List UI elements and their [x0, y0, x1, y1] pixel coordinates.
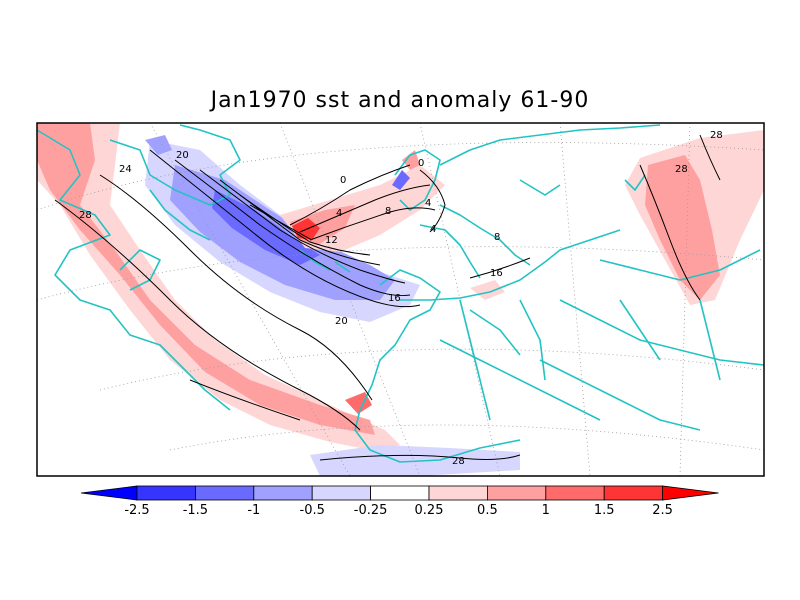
colorbar-tick-label: 1.5 — [594, 503, 615, 518]
colorbar-tick-label: 1 — [542, 503, 550, 518]
colorbar-tick-label: -1 — [247, 503, 260, 518]
contour-label-4-east: 4 — [430, 224, 436, 235]
anomaly-warm-east-2 — [645, 155, 720, 300]
contour-label-28-south: 28 — [452, 456, 465, 467]
colorbar-bin — [136, 485, 196, 501]
contour-label-20-north: 20 — [176, 150, 189, 161]
colorbar-tick-label: -0.5 — [300, 503, 325, 518]
map-frame — [36, 122, 765, 477]
anomaly-warm-west-2 — [37, 123, 375, 435]
sst-contours — [54, 134, 721, 461]
map-title: Jan1970 sst and anomaly 61-90 — [210, 88, 590, 113]
contour-label-24: 24 — [119, 164, 132, 175]
contour-label-4-baltic: 4 — [425, 198, 431, 209]
colorbar-tick-label: 2.5 — [652, 503, 673, 518]
contour-label-0: 0 — [340, 175, 346, 186]
contour-label-28-east: 28 — [675, 164, 688, 175]
colorbar-tick-label: -1.5 — [183, 503, 208, 518]
contour-label-16: 16 — [388, 293, 401, 304]
contour-label-20-south: 20 — [335, 316, 348, 327]
colorbar-bin — [253, 485, 313, 501]
anomaly-cold-baltic — [392, 170, 410, 190]
colorbar-bin — [545, 485, 605, 501]
colorbar-bin — [486, 485, 547, 501]
contour-label-28-corner: 28 — [710, 130, 723, 141]
colorbar-tick-label: -2.5 — [124, 503, 149, 518]
colorbar-bin — [194, 485, 255, 501]
contour-label-0-baltic: 0 — [418, 158, 424, 169]
contour-label-8-east: 8 — [494, 232, 500, 243]
colorbar-tick-label: 0.5 — [477, 503, 498, 518]
contour-labels: 24 20 28 0 4 8 12 16 20 0 4 8 4 16 28 28… — [79, 130, 723, 467]
anomaly-cold-north — [145, 135, 172, 155]
contour-label-16-med: 16 — [490, 268, 503, 279]
colorbar-bin — [311, 485, 372, 501]
colorbar-tick-label: 0.25 — [415, 503, 444, 518]
contour-label-8: 8 — [385, 206, 391, 217]
contour-label-4: 4 — [336, 208, 342, 219]
colorbar-high-extend — [662, 485, 719, 501]
colorbar-bin — [428, 485, 488, 501]
contour-label-28-west: 28 — [79, 210, 92, 221]
coastlines — [37, 124, 764, 463]
anomaly-warm-med — [470, 280, 505, 300]
anomaly-warm-pole — [402, 150, 420, 170]
colorbar: -2.5 -1.5 -1 -0.5 -0.25 0.25 0.5 1 1.5 2.5 — [80, 485, 719, 518]
contour-label-12: 12 — [325, 235, 338, 246]
colorbar-bin — [603, 485, 664, 501]
anomaly-warm-coast-patch — [345, 392, 372, 414]
map-area — [37, 123, 764, 476]
colorbar-tick-label: -0.25 — [354, 503, 388, 518]
colorbar-bin — [370, 485, 430, 501]
colorbar-low-extend — [80, 485, 138, 501]
